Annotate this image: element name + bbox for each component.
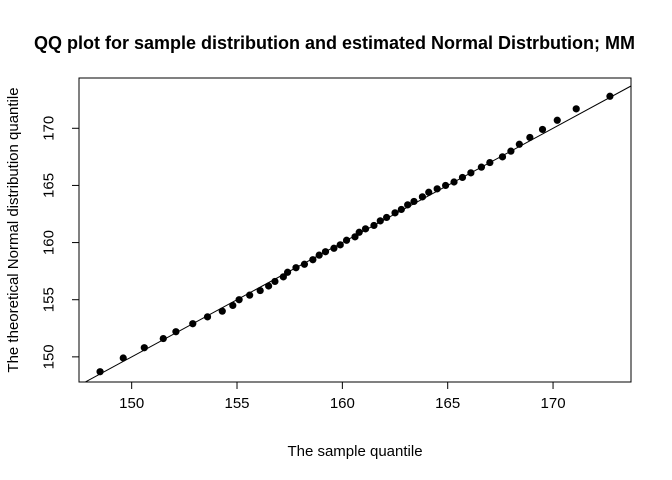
data-point (229, 301, 237, 310)
data-point (235, 296, 243, 304)
data-point (203, 313, 212, 321)
data-point (441, 181, 450, 190)
data-point (425, 188, 433, 196)
data-point (140, 344, 148, 352)
data-point (477, 163, 486, 171)
data-point (246, 291, 254, 299)
data-point (189, 320, 197, 328)
data-point (256, 286, 264, 295)
data-point (342, 236, 351, 244)
data-point (418, 193, 427, 201)
x-tick-label: 155 (224, 395, 249, 412)
data-point (376, 217, 384, 225)
y-tick-label: 150 (41, 344, 58, 369)
data-point (355, 228, 363, 236)
data-point (450, 178, 458, 186)
x-axis: 150 155 160 165 170 (119, 381, 566, 412)
y-tick-label: 155 (41, 287, 58, 312)
data-point (486, 158, 494, 167)
data-point (321, 248, 330, 256)
data-point (159, 334, 167, 343)
data-point (404, 201, 412, 209)
data-point (315, 251, 323, 259)
data-point (391, 209, 399, 217)
data-point (119, 354, 127, 362)
data-point (96, 368, 104, 376)
data-point (467, 169, 475, 177)
data-point (370, 221, 378, 230)
data-point (397, 205, 405, 214)
data-point (330, 244, 338, 252)
data-point (515, 140, 523, 148)
data-point (283, 268, 292, 276)
data-point (538, 125, 547, 134)
data-points (96, 92, 614, 376)
y-tick-label: 160 (41, 230, 58, 255)
data-point (351, 233, 359, 241)
chart-title: QQ plot for sample distribution and esti… (34, 33, 635, 53)
data-point (279, 273, 287, 281)
data-point (383, 213, 391, 222)
data-point (526, 133, 534, 142)
data-point (553, 116, 561, 124)
y-tick-label: 170 (41, 116, 58, 141)
x-tick-label: 150 (119, 395, 144, 412)
data-point (309, 256, 317, 264)
y-tick-label: 165 (41, 173, 58, 198)
x-axis-label: The sample quantile (287, 443, 422, 460)
y-axis: 150 155 160 165 170 (41, 116, 80, 369)
data-point (572, 105, 580, 113)
data-point (265, 282, 273, 290)
data-point (433, 185, 441, 193)
data-point (606, 92, 614, 100)
x-tick-label: 160 (330, 395, 355, 412)
data-point (172, 328, 180, 336)
data-point (292, 264, 300, 272)
x-tick-label: 165 (435, 395, 460, 412)
data-point (271, 277, 279, 286)
x-tick-label: 170 (541, 395, 566, 412)
data-point (218, 307, 226, 315)
data-point (336, 241, 344, 249)
data-point (458, 173, 467, 182)
y-axis-label: The theoretical Normal distribution quan… (5, 87, 22, 372)
data-point (361, 225, 370, 233)
data-point (300, 260, 309, 268)
data-point (410, 197, 418, 206)
data-point (498, 153, 507, 161)
data-point (507, 147, 515, 155)
